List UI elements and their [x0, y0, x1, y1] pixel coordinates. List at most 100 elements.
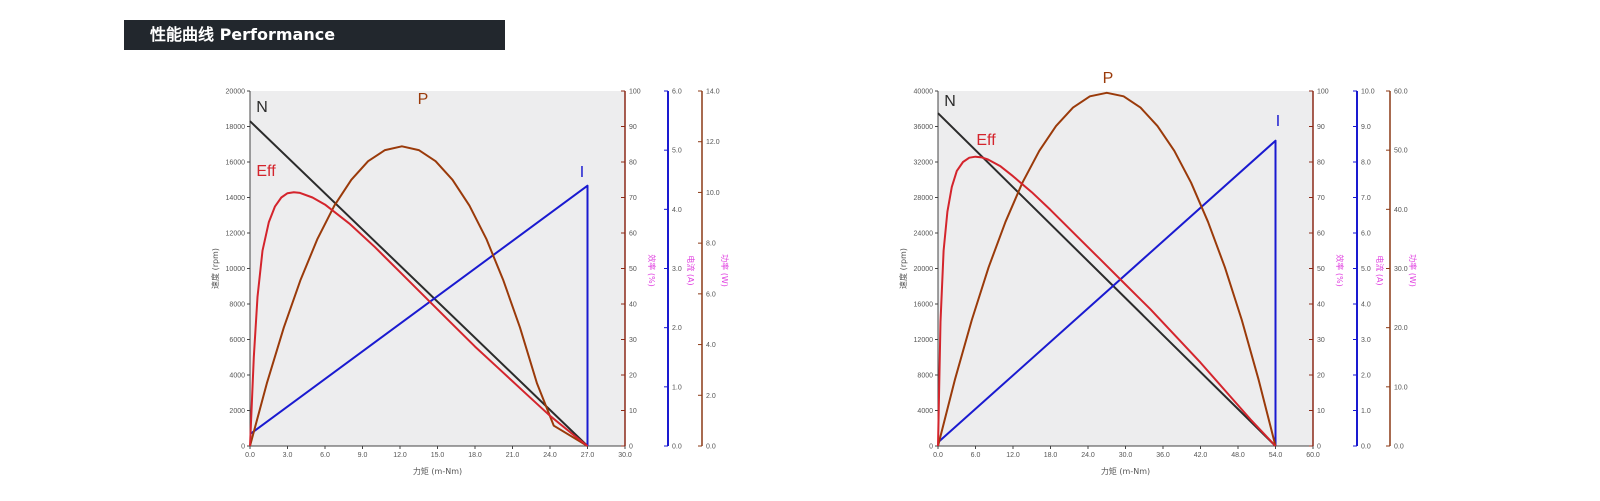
speed-tick-label: 18000 [226, 124, 246, 131]
current-tick-label: 4.0 [1361, 302, 1371, 309]
torque-tick-label: 24.0 [543, 452, 557, 459]
power-tick-label: 10.0 [1394, 384, 1408, 391]
series-p-line [937, 91, 1277, 447]
efficiency-tick-label: 50 [629, 266, 637, 273]
power-tick-label: 10.0 [706, 190, 720, 197]
power-axis-label: 功率 (W) [1408, 254, 1418, 287]
power-axis-label: 功率 (W) [720, 254, 730, 287]
series-p-line [249, 145, 589, 447]
speed-tick-label: 0 [241, 444, 245, 451]
current-axis-label: 电流 (A) [686, 255, 696, 285]
speed-tick-label: 16000 [226, 160, 246, 167]
speed-tick-label: 4000 [917, 408, 933, 415]
power-tick-label: 40.0 [1394, 207, 1408, 214]
speed-tick-label: 20000 [226, 89, 246, 96]
power-tick-label: 4.0 [706, 342, 716, 349]
current-tick-label: 7.0 [1361, 195, 1371, 202]
current-tick-label: 2.0 [672, 325, 682, 332]
current-tick-label: 8.0 [1361, 160, 1371, 167]
current-tick-label: 0.0 [672, 444, 682, 451]
torque-tick-label: 18.0 [1044, 452, 1058, 459]
efficiency-tick-label: 0 [1317, 444, 1321, 451]
efficiency-tick-label: 80 [629, 160, 637, 167]
current-tick-label: 4.0 [672, 207, 682, 214]
torque-tick-label: 48.0 [1231, 452, 1245, 459]
efficiency-tick-label: 100 [629, 89, 641, 96]
torque-tick-label: 9.0 [358, 452, 368, 459]
power-tick-label: 60.0 [1394, 89, 1408, 96]
efficiency-tick-label: 90 [1317, 124, 1325, 131]
power-tick-label: 2.0 [706, 393, 716, 400]
torque-tick-label: 36.0 [1156, 452, 1170, 459]
efficiency-tick-label: 80 [1317, 160, 1325, 167]
torque-tick-label: 3.0 [283, 452, 293, 459]
speed-tick-label: 2000 [229, 408, 245, 415]
efficiency-tick-label: 70 [629, 195, 637, 202]
speed-tick-label: 24000 [914, 231, 934, 238]
efficiency-tick-label: 90 [629, 124, 637, 131]
speed-tick-label: 8000 [917, 373, 933, 380]
power-tick-label: 20.0 [1394, 325, 1408, 332]
speed-tick-label: 40000 [914, 89, 934, 96]
plot-area [250, 91, 625, 446]
efficiency-axis-label: 效率 (%) [1335, 254, 1345, 286]
current-tick-label: 5.0 [672, 148, 682, 155]
current-tick-label: 6.0 [1361, 231, 1371, 238]
series-n-label: N [944, 93, 956, 110]
torque-tick-label: 54.0 [1269, 452, 1283, 459]
current-tick-label: 9.0 [1361, 124, 1371, 131]
torque-tick-label: 18.0 [468, 452, 482, 459]
section-title: 性能曲线 Performance [124, 20, 505, 50]
current-axis-label: 电流 (A) [1375, 255, 1385, 285]
torque-tick-label: 27.0 [581, 452, 595, 459]
series-p-label: P [418, 91, 429, 108]
series-i-label: I [1276, 113, 1280, 130]
torque-axis-label: 力矩 (m-Nm) [1101, 466, 1150, 476]
power-tick-label: 14.0 [706, 89, 720, 96]
speed-tick-label: 6000 [229, 337, 245, 344]
speed-tick-label: 0 [929, 444, 933, 451]
efficiency-tick-label: 50 [1317, 266, 1325, 273]
series-i-line [249, 184, 589, 446]
speed-tick-label: 12000 [914, 337, 934, 344]
efficiency-tick-label: 60 [629, 231, 637, 238]
torque-tick-label: 6.0 [971, 452, 981, 459]
efficiency-tick-label: 70 [1317, 195, 1325, 202]
series-i-line [937, 139, 1277, 446]
torque-tick-label: 30.0 [1119, 452, 1133, 459]
efficiency-tick-label: 10 [629, 408, 637, 415]
speed-tick-label: 20000 [914, 266, 934, 273]
current-tick-label: 1.0 [1361, 408, 1371, 415]
torque-tick-label: 24.0 [1081, 452, 1095, 459]
current-tick-label: 5.0 [1361, 266, 1371, 273]
power-tick-label: 8.0 [706, 241, 716, 248]
torque-tick-label: 30.0 [618, 452, 632, 459]
torque-tick-label: 60.0 [1306, 452, 1320, 459]
speed-tick-label: 14000 [226, 195, 246, 202]
efficiency-tick-label: 40 [1317, 302, 1325, 309]
torque-tick-label: 0.0 [933, 452, 943, 459]
series-eff-label: Eff [256, 163, 276, 180]
speed-axis-label: 速度 (rpm) [898, 248, 908, 289]
torque-tick-label: 6.0 [320, 452, 330, 459]
power-tick-label: 12.0 [706, 139, 720, 146]
series-eff-line [937, 155, 1277, 447]
speed-tick-label: 16000 [914, 302, 934, 309]
power-tick-label: 30.0 [1394, 266, 1408, 273]
current-tick-label: 3.0 [672, 266, 682, 273]
efficiency-tick-label: 30 [1317, 337, 1325, 344]
efficiency-tick-label: 30 [629, 337, 637, 344]
series-n-line [937, 112, 1277, 447]
series-n-label: N [256, 99, 268, 116]
current-tick-label: 0.0 [1361, 444, 1371, 451]
power-tick-label: 0.0 [706, 444, 716, 451]
speed-tick-label: 36000 [914, 124, 934, 131]
efficiency-tick-label: 0 [629, 444, 633, 451]
power-tick-label: 0.0 [1394, 444, 1404, 451]
efficiency-tick-label: 40 [629, 302, 637, 309]
current-tick-label: 2.0 [1361, 373, 1371, 380]
speed-tick-label: 28000 [914, 195, 934, 202]
torque-tick-label: 42.0 [1194, 452, 1208, 459]
current-tick-label: 3.0 [1361, 337, 1371, 344]
